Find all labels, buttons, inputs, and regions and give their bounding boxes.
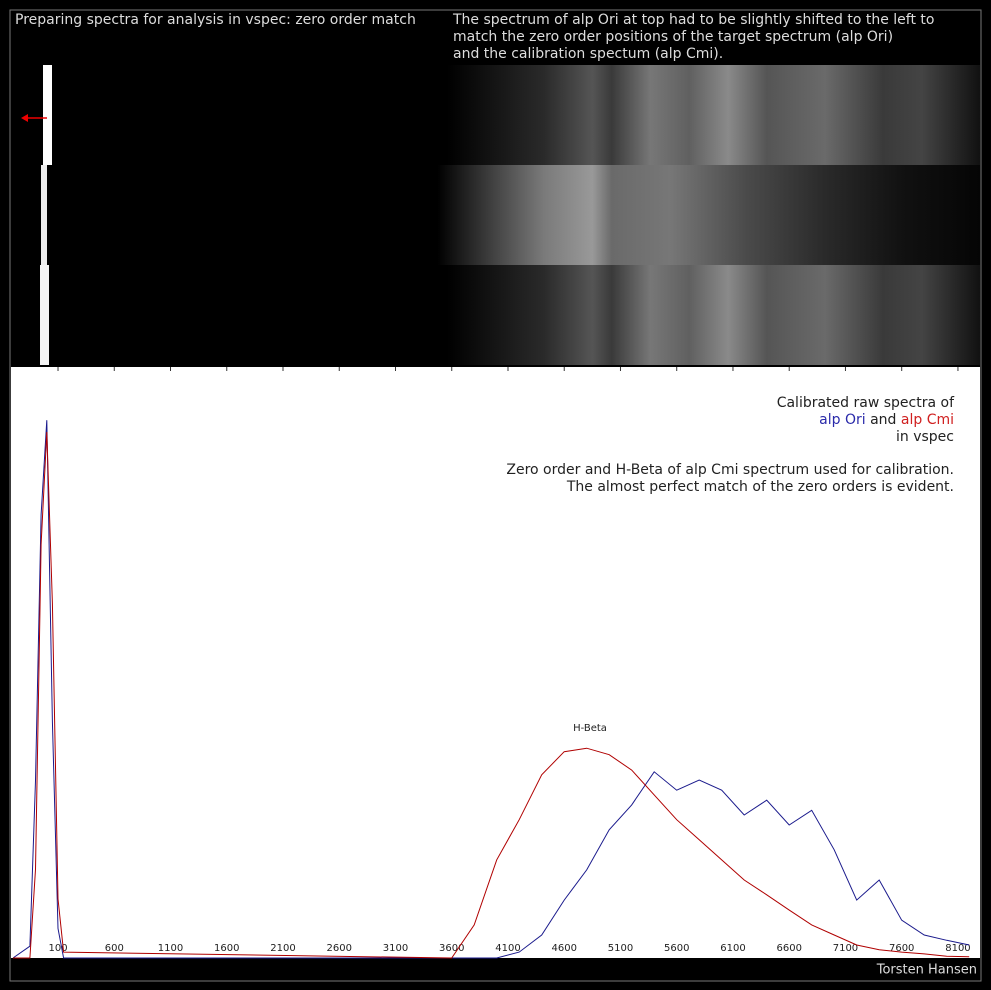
legend-text: alp Ori and alp Cmi: [819, 412, 954, 428]
series-line: [12, 420, 970, 959]
x-tick-label: 1600: [214, 943, 239, 954]
note: match the zero order positions of the ta…: [453, 29, 893, 45]
x-tick-label: 3100: [383, 943, 408, 954]
x-tick-label: 5600: [664, 943, 689, 954]
x-tick-label: 4600: [552, 943, 577, 954]
x-tick-label: 1100: [158, 943, 183, 954]
plot-area: [11, 367, 980, 958]
legend-text: in vspec: [896, 429, 954, 445]
spectrum-strip: [11, 65, 980, 165]
x-tick-label: 5100: [608, 943, 633, 954]
zero-order: [40, 265, 49, 365]
annotation: H-Beta: [573, 723, 607, 734]
x-tick-label: 7600: [889, 943, 914, 954]
legend-text: Zero order and H-Beta of alp Cmi spectru…: [506, 462, 954, 478]
note: and the calibration spectum (alp Cmi).: [453, 46, 723, 62]
x-tick-label: 7100: [833, 943, 858, 954]
spectrum-strip: [11, 265, 980, 365]
legend-text: The almost perfect match of the zero ord…: [566, 479, 954, 495]
series-line: [13, 431, 970, 959]
x-tick-label: 8100: [945, 943, 970, 954]
x-tick-label: 2100: [270, 943, 295, 954]
page-title: Preparing spectra for analysis in vspec:…: [15, 12, 416, 28]
x-tick-label: 6600: [776, 943, 801, 954]
x-tick-label: 4100: [495, 943, 520, 954]
x-tick-label: 3600: [439, 943, 464, 954]
legend-and: and: [870, 412, 896, 428]
x-tick-label: 600: [105, 943, 124, 954]
zero-order: [41, 165, 47, 265]
legend-cmi: alp Cmi: [901, 412, 954, 428]
arrow-head: [21, 114, 28, 122]
x-tick-label: 6100: [720, 943, 745, 954]
spectrum-strip: [11, 165, 980, 265]
author: Torsten Hansen: [876, 963, 977, 978]
legend-text: Calibrated raw spectra of: [777, 395, 955, 411]
legend-ori: alp Ori: [819, 412, 865, 428]
x-tick-label: 100: [48, 943, 67, 954]
plot: 100 600 1100 1600 2100 2600 3100 3600 4100 4600 51…: [12, 367, 971, 959]
x-tick-label: 2600: [327, 943, 352, 954]
note: The spectrum of alp Ori at top had to be…: [452, 12, 934, 28]
zero-order: [43, 65, 52, 165]
